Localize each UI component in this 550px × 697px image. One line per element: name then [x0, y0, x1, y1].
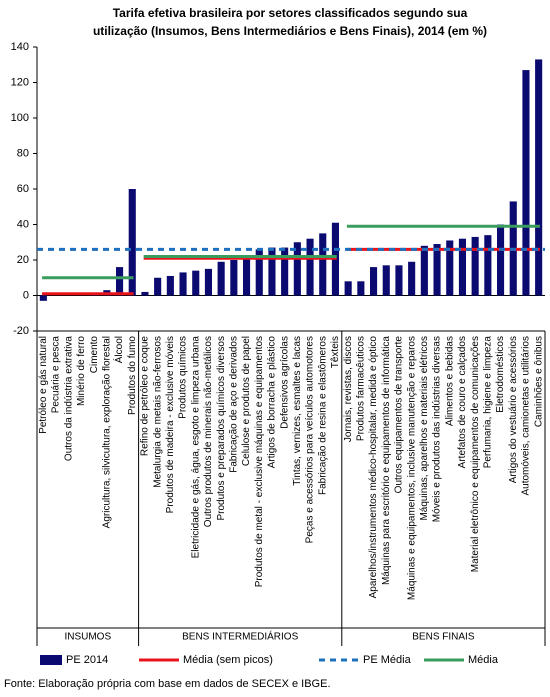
x-tick-label: Alimentos e bebidas — [444, 336, 455, 426]
x-tick-label: Produtos e preparados químicos diversos — [216, 336, 227, 521]
x-tick-label: Pecuária e pesca — [51, 336, 62, 414]
group-label: BENS INTERMEDIÁRIOS — [182, 630, 298, 643]
y-tick-label: 0 — [23, 289, 29, 301]
x-tick-label: Perfumaria, higiene e limpeza — [482, 336, 493, 469]
bar — [484, 235, 492, 296]
x-tick-label: Produtos de madeira - exclusive móveis — [165, 336, 176, 513]
bar — [446, 240, 454, 296]
x-tick-label: Álcool — [112, 336, 125, 363]
legend-swatch — [40, 655, 62, 665]
bar — [268, 247, 276, 296]
x-tick-label: Artefatos de couro e calçados — [457, 336, 468, 468]
bar — [179, 272, 187, 296]
x-tick-label: Refino de petróleo e coque — [140, 336, 151, 457]
bar — [369, 267, 378, 296]
x-tick-label: Outros da indústria extrativa — [63, 336, 74, 461]
chart-title: utilização (Insumos, Bens Intermediários… — [93, 24, 487, 38]
bar — [535, 59, 543, 296]
x-tick-label: Minério de ferro — [76, 336, 87, 406]
group-label: INSUMOS — [64, 632, 111, 643]
x-tick-label: Tintas, vernizes, esmaltes e lacas — [292, 336, 303, 486]
bar — [522, 70, 530, 296]
x-tick-label: Máquinas, aparelhos e materiais elétrico… — [419, 336, 430, 521]
y-tick-label: 120 — [11, 76, 29, 88]
bar — [306, 238, 314, 296]
x-tick-label: Peças e acessórios para veículos automot… — [305, 336, 316, 543]
bar — [319, 233, 327, 296]
bar — [217, 261, 225, 296]
legend-label: Média — [468, 654, 499, 666]
bar — [204, 268, 213, 296]
y-tick-label: 20 — [17, 254, 29, 266]
bar — [128, 189, 136, 296]
x-tick-label: Eletricidade e gás, água, esgoto e limpe… — [190, 336, 201, 559]
bar — [281, 247, 289, 296]
x-tick-label: Outros equipamentos de transporte — [394, 336, 405, 494]
source: Fonte: Elaboração própria com base em da… — [4, 678, 331, 690]
bar — [496, 224, 505, 296]
x-tick-label: Aparelhos/instrumentos médico-hospitalar… — [368, 336, 379, 599]
bar — [420, 245, 428, 296]
bar — [357, 281, 365, 296]
y-tick-label: 140 — [11, 41, 29, 53]
x-tick-label: Cimento — [89, 336, 100, 374]
y-tick-label: 100 — [11, 112, 29, 124]
x-tick-label: Produtos do fumo — [127, 336, 138, 415]
bar — [382, 265, 390, 296]
bar — [154, 277, 162, 296]
x-tick-label: Eletrodomésticos — [495, 336, 506, 413]
legend-label: PE 2014 — [66, 654, 108, 666]
x-tick-label: Máquinas para escritório e equipamentos … — [381, 336, 392, 585]
bar — [255, 249, 263, 296]
x-tick-label: Artigos do vestuário e acessórios — [508, 336, 519, 483]
x-tick-label: Fabricação de aço e derivados — [228, 336, 239, 473]
x-tick-label: Outros produtos de minerais não-metálico… — [203, 336, 214, 527]
x-tick-label: Celulose e produtos de papel — [241, 336, 252, 466]
bar — [242, 256, 251, 296]
bar — [141, 291, 149, 296]
x-tick-label: Produtos farmacêuticos — [355, 336, 366, 441]
x-tick-label: Petróleo e gás natural — [38, 336, 49, 434]
bar — [192, 270, 200, 296]
bar — [433, 244, 441, 296]
bar — [395, 265, 403, 296]
bar — [115, 267, 124, 296]
x-tick-label: Material eletrônico e equipamentos de co… — [470, 336, 481, 572]
y-tick-label: 60 — [17, 183, 29, 195]
bar — [344, 281, 352, 296]
x-tick-label: Móveis e produtos das indústrias diversa… — [432, 336, 443, 522]
bar — [39, 295, 47, 301]
y-tick-label: 40 — [17, 218, 29, 230]
bar — [408, 261, 416, 296]
legend-label: PE Média — [363, 654, 412, 666]
bar — [166, 275, 174, 296]
x-tick-label: Caminhões e ônibus — [533, 336, 544, 427]
x-tick-label: Metalurgia de metais não-ferrosos — [152, 336, 163, 488]
x-tick-label: Fabricação de resina e elastômeros — [317, 336, 328, 495]
chart-title: Tarifa efetiva brasileira por setores cl… — [113, 6, 468, 20]
legend-label: Média (sem picos) — [183, 654, 273, 666]
x-tick-label: Agricultura, silvicultura, exploração fl… — [101, 336, 112, 528]
x-tick-label: Máquinas e equipamentos, inclusive manut… — [406, 336, 417, 600]
bar — [458, 238, 467, 296]
group-label: BENS FINAIS — [412, 632, 475, 643]
bar — [471, 236, 479, 296]
y-tick-label: -20 — [13, 325, 29, 337]
x-tick-label: Artigos de borracha e plástico — [267, 336, 278, 469]
x-tick-label: Jornais, revistas, discos — [343, 336, 354, 442]
x-tick-label: Defensivos agrícolas — [279, 336, 290, 429]
bar — [230, 260, 238, 296]
bar — [293, 242, 301, 296]
x-tick-label: Têxteis — [330, 336, 341, 368]
x-tick-label: Automóveis, camionetas e utilitários — [521, 336, 532, 496]
y-tick-label: 80 — [17, 147, 29, 159]
x-tick-label: Produtos químicos — [178, 336, 189, 419]
x-tick-label: Produtos de metal - exclusive máquinas e… — [254, 336, 265, 587]
